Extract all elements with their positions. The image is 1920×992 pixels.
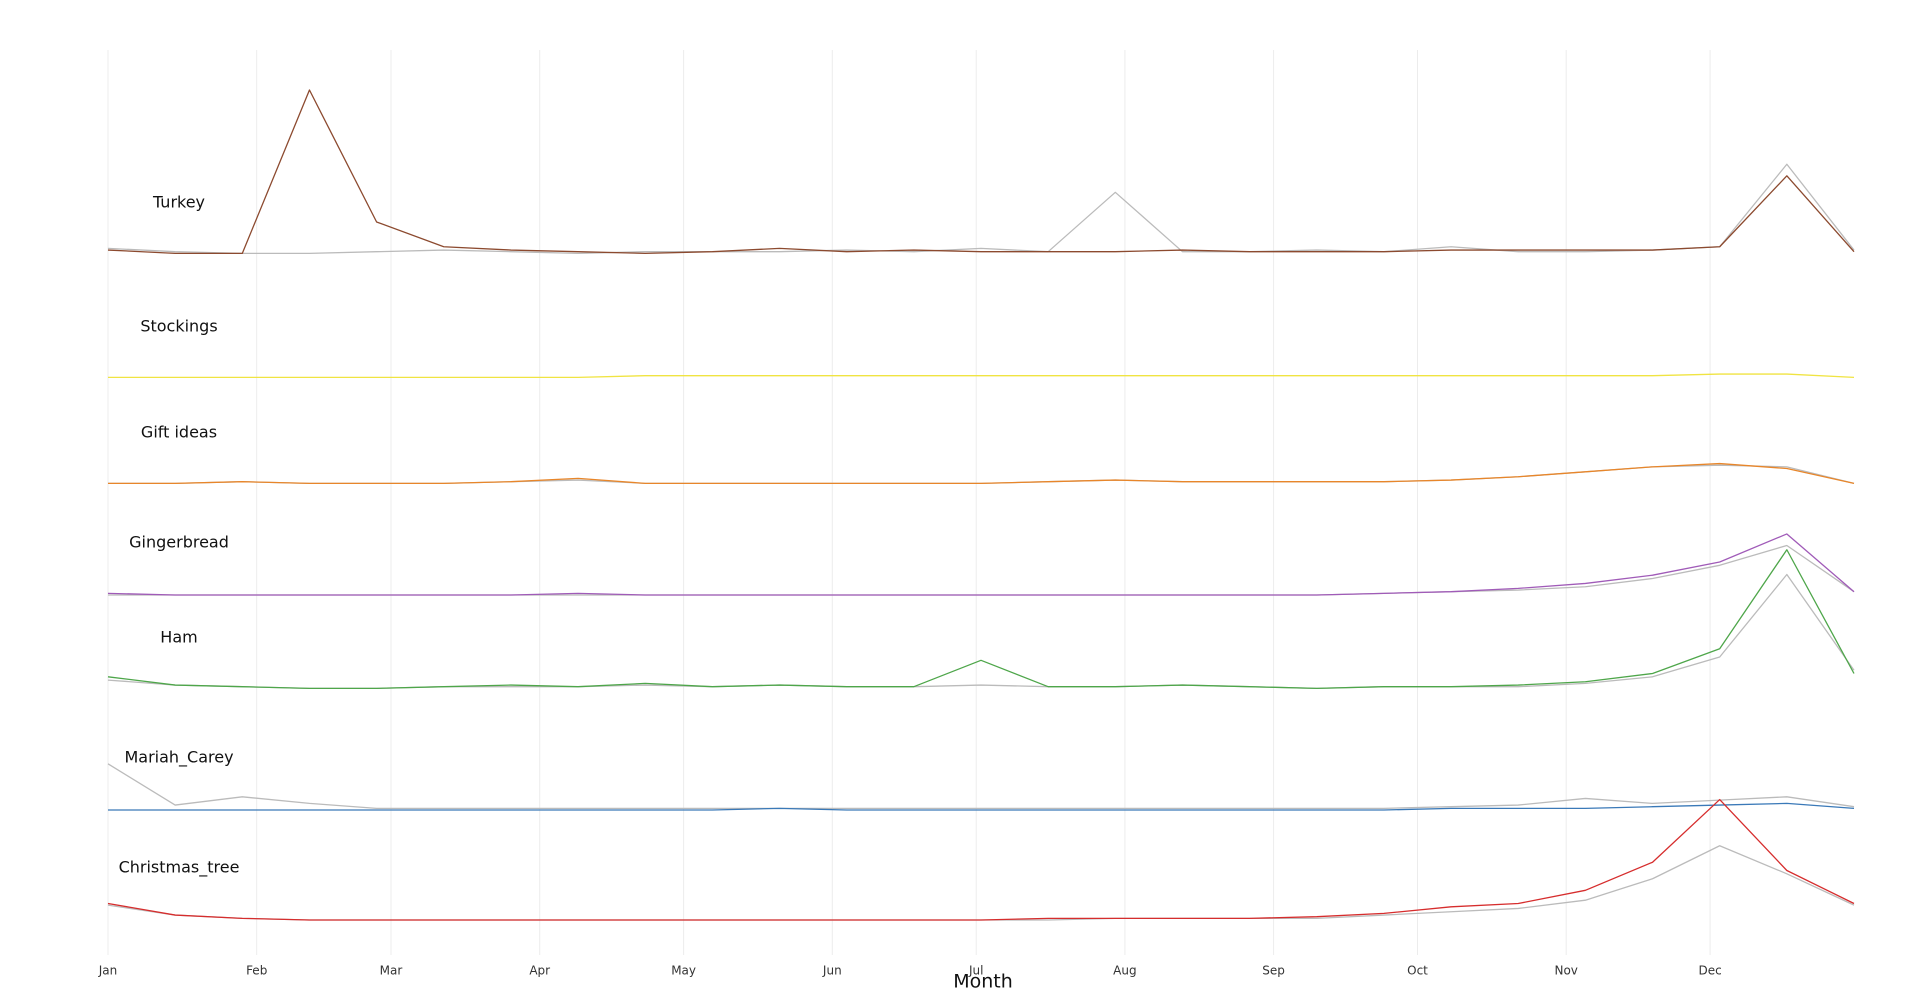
x-tick-label: Oct [1407, 964, 1428, 978]
x-axis-title: Month [953, 971, 1013, 992]
panel-label: Turkey [152, 193, 205, 212]
series-line [108, 373, 1855, 379]
series-line [107, 549, 1855, 689]
series-line [107, 163, 1855, 255]
x-tick-label: Sep [1262, 964, 1285, 978]
panel-label: Stockings [140, 317, 217, 336]
series-line [107, 89, 1855, 255]
x-tick-label: Apr [529, 964, 550, 978]
x-tick-label: Jul [968, 964, 983, 978]
x-tick-label: Jun [822, 964, 842, 978]
series-line [108, 544, 1855, 596]
panel-label: Gift ideas [141, 423, 217, 442]
series-line [108, 462, 1855, 485]
panel-label: Ham [160, 628, 197, 647]
series-line [107, 763, 1855, 809]
panel-label: Mariah_Carey [124, 748, 233, 768]
series-line [107, 845, 1855, 921]
panel-label: Gingerbread [129, 533, 229, 552]
x-tick-label: Aug [1113, 964, 1136, 978]
x-tick-label: Mar [380, 964, 403, 978]
series-line [107, 798, 1855, 921]
series-line [107, 533, 1855, 596]
x-tick-label: Nov [1554, 964, 1577, 978]
panel-label: Christmas_tree [119, 858, 240, 878]
series-line [107, 573, 1855, 689]
x-tick-label: Dec [1698, 964, 1721, 978]
series-line [108, 802, 1855, 811]
x-tick-label: Jan [98, 964, 118, 978]
x-tick-label: Feb [246, 964, 267, 978]
x-tick-label: May [671, 964, 696, 978]
series-line [108, 464, 1855, 485]
